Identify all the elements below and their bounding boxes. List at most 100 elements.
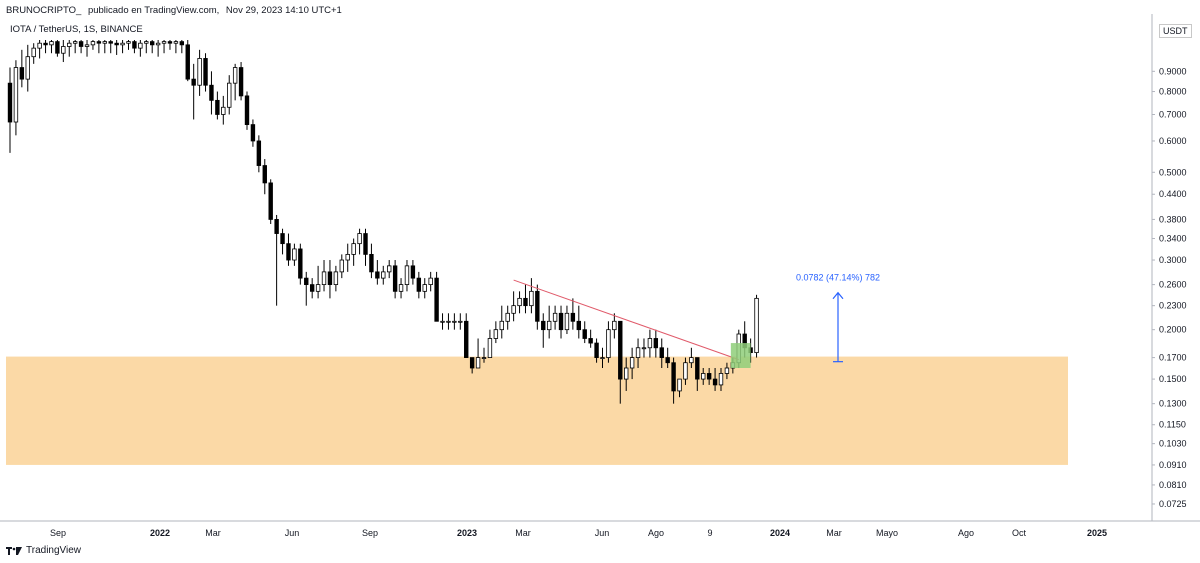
candle[interactable]	[754, 294, 759, 358]
candle[interactable]	[582, 321, 587, 344]
candle[interactable]	[209, 71, 214, 115]
candle[interactable]	[262, 159, 267, 195]
candle[interactable]	[185, 40, 190, 82]
candle[interactable]	[191, 63, 196, 120]
candle[interactable]	[386, 260, 392, 279]
currency-label[interactable]: USDT	[1159, 24, 1192, 38]
candle[interactable]	[203, 53, 208, 92]
tradingview-footer[interactable]: TradingView	[6, 545, 81, 556]
candle[interactable]	[197, 49, 202, 96]
candle[interactable]	[221, 95, 226, 125]
candle[interactable]	[469, 357, 475, 374]
candle[interactable]	[546, 305, 552, 339]
candle[interactable]	[78, 40, 84, 54]
trendline[interactable]	[513, 279, 739, 361]
candle[interactable]	[718, 368, 724, 391]
candle[interactable]	[541, 313, 546, 348]
candle[interactable]	[600, 347, 605, 369]
candle[interactable]	[535, 284, 540, 330]
candle[interactable]	[422, 278, 427, 299]
candle[interactable]	[588, 329, 593, 348]
candle[interactable]	[576, 305, 581, 339]
candle[interactable]	[280, 228, 285, 255]
candle[interactable]	[641, 338, 647, 358]
candle[interactable]	[458, 313, 463, 330]
candle[interactable]	[232, 63, 238, 101]
candle[interactable]	[55, 40, 60, 57]
candle[interactable]	[677, 378, 682, 398]
candle[interactable]	[434, 271, 439, 322]
candle[interactable]	[706, 368, 712, 385]
candle[interactable]	[67, 40, 72, 57]
candle[interactable]	[375, 260, 380, 285]
candle[interactable]	[499, 305, 504, 339]
candle[interactable]	[298, 243, 303, 285]
candle[interactable]	[167, 40, 173, 50]
candle[interactable]	[517, 291, 522, 314]
candle[interactable]	[333, 265, 339, 292]
candle[interactable]	[629, 347, 635, 380]
candle[interactable]	[712, 368, 718, 391]
candle[interactable]	[511, 291, 516, 322]
candle[interactable]	[410, 260, 416, 285]
candle[interactable]	[671, 357, 676, 404]
candle[interactable]	[351, 238, 356, 266]
candle[interactable]	[108, 40, 113, 54]
candle[interactable]	[404, 260, 410, 292]
candle[interactable]	[138, 40, 143, 57]
candle[interactable]	[665, 347, 670, 369]
candle[interactable]	[244, 91, 250, 130]
candle[interactable]	[321, 260, 327, 292]
candle[interactable]	[256, 135, 262, 173]
candle[interactable]	[724, 362, 730, 380]
candle[interactable]	[398, 278, 404, 299]
candle[interactable]	[701, 368, 706, 385]
candle[interactable]	[31, 43, 36, 64]
candle[interactable]	[309, 278, 315, 299]
candle[interactable]	[683, 357, 688, 385]
candle[interactable]	[487, 329, 493, 358]
candle[interactable]	[84, 40, 90, 57]
candle[interactable]	[173, 40, 179, 54]
candle[interactable]	[292, 243, 297, 266]
candle[interactable]	[612, 313, 617, 339]
candle[interactable]	[7, 67, 13, 153]
candle[interactable]	[274, 214, 279, 306]
candle[interactable]	[339, 254, 344, 279]
candle[interactable]	[49, 40, 54, 54]
candle[interactable]	[37, 40, 42, 59]
candle[interactable]	[268, 179, 273, 225]
candle[interactable]	[659, 338, 664, 369]
candle[interactable]	[523, 284, 528, 314]
candle[interactable]	[161, 40, 167, 54]
candle[interactable]	[606, 321, 611, 363]
candle[interactable]	[505, 305, 510, 330]
candle[interactable]	[149, 40, 155, 54]
candle[interactable]	[90, 40, 96, 50]
candle[interactable]	[250, 119, 256, 147]
candle[interactable]	[647, 329, 653, 358]
candle[interactable]	[315, 265, 321, 299]
candle[interactable]	[286, 233, 291, 266]
candle[interactable]	[689, 347, 694, 369]
candle[interactable]	[558, 305, 564, 339]
candle[interactable]	[653, 329, 659, 358]
candle[interactable]	[102, 40, 107, 54]
candle[interactable]	[357, 228, 362, 255]
candle[interactable]	[369, 243, 374, 279]
candle[interactable]	[227, 75, 232, 115]
candle[interactable]	[19, 49, 25, 88]
candle[interactable]	[381, 265, 386, 285]
candle[interactable]	[13, 60, 19, 136]
candle[interactable]	[594, 338, 599, 363]
candle[interactable]	[155, 40, 161, 57]
candle[interactable]	[61, 40, 66, 63]
candle[interactable]	[96, 40, 102, 54]
candle[interactable]	[132, 40, 137, 54]
candle[interactable]	[452, 313, 457, 330]
candle[interactable]	[446, 313, 451, 330]
candle[interactable]	[493, 321, 499, 344]
candle[interactable]	[570, 298, 576, 330]
candle[interactable]	[215, 91, 220, 120]
